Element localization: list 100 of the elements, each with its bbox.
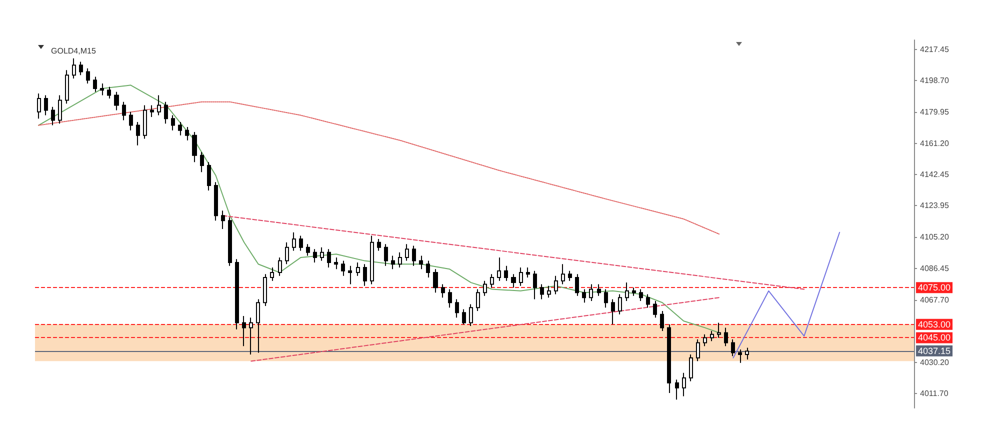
candlestick (249, 317, 253, 355)
candlestick (37, 93, 41, 120)
y-tick-label: 4086.45 (920, 264, 950, 273)
candlestick (207, 162, 211, 192)
candlestick (214, 182, 218, 222)
candlestick (568, 270, 572, 282)
candlestick (363, 264, 367, 286)
candlestick (270, 266, 274, 282)
candlestick (86, 68, 90, 84)
y-tick-label: 4011.70 (920, 388, 949, 398)
candlestick (504, 265, 508, 282)
candlestick (511, 274, 516, 288)
candlestick (320, 246, 324, 262)
candlestick (263, 274, 267, 306)
candlestick (455, 298, 459, 318)
candlestick (157, 94, 161, 116)
candlestick (731, 338, 735, 357)
candlestick (490, 274, 494, 288)
candlestick (313, 248, 317, 263)
candlestick (497, 256, 501, 282)
candlestick (299, 235, 303, 252)
candlestick (292, 232, 296, 252)
candlestick (561, 264, 565, 285)
candlestick (129, 111, 133, 131)
candlestick (370, 235, 374, 285)
candlestick (582, 288, 586, 304)
candlestick (448, 288, 452, 308)
candlestick (738, 348, 742, 364)
candlestick (100, 82, 104, 96)
candlestick (122, 101, 126, 121)
candlestick (469, 304, 473, 327)
candlestick (589, 284, 593, 302)
candlestick (327, 248, 331, 268)
candlestick (745, 347, 749, 360)
candlestick (611, 298, 615, 325)
candlestick (348, 265, 352, 285)
y-tick-label: 4198.70 (920, 76, 950, 86)
candlestick (717, 322, 721, 338)
candlestick (653, 300, 657, 318)
text: GOLD4,M15 (51, 46, 96, 56)
candlestick (625, 282, 629, 302)
y-tick-label: 4123.95 (920, 201, 950, 210)
candlestick (93, 76, 97, 92)
candlestick (72, 58, 76, 79)
candlestick (285, 242, 289, 265)
ref-line-label: 4037.15 (918, 346, 951, 356)
candlestick (185, 126, 189, 141)
line-series (38, 84, 720, 334)
candlestick (334, 256, 338, 270)
candlestick (533, 270, 537, 300)
candlestick (114, 91, 119, 111)
candlestick (51, 106, 55, 126)
candlestick (221, 210, 225, 230)
ref-line-label: 4075.00 (918, 282, 951, 293)
candlestick (526, 266, 530, 278)
candlestick (483, 280, 487, 296)
line-series (732, 232, 840, 358)
candlestick (405, 244, 409, 262)
candlestick (412, 245, 416, 266)
candlestick (682, 372, 686, 397)
candlestick (278, 256, 282, 276)
candlestick (44, 94, 48, 116)
candlestick (384, 244, 388, 266)
candlestick (178, 121, 182, 136)
candlestick (696, 338, 700, 362)
candlestick (136, 121, 140, 146)
candlestick (689, 354, 693, 382)
y-tick-label: 4105.20 (920, 232, 950, 242)
candlestick (519, 266, 523, 286)
y-tick-label: 4067.70 (920, 295, 950, 304)
candlestick (433, 268, 438, 294)
candlestick (547, 285, 551, 298)
candlestick (107, 86, 111, 100)
y-tick-label: 4030.20 (920, 358, 950, 367)
candlestick (164, 101, 168, 124)
candlestick (554, 275, 558, 295)
y-tick-label: 4217.45 (920, 44, 950, 54)
candlestick (660, 310, 664, 332)
candlestick (632, 287, 636, 296)
candlestick (171, 114, 175, 131)
candlestick (604, 288, 608, 308)
candlestick (597, 284, 601, 296)
candlestick (242, 316, 246, 347)
candlestick (306, 244, 310, 256)
ref-line-label: 4045.00 (918, 332, 951, 343)
candlestick (419, 255, 423, 270)
candlestick (476, 288, 480, 312)
candlestick (200, 152, 204, 173)
candlestick (391, 255, 395, 270)
candlestick (398, 252, 402, 268)
candlestick (65, 70, 69, 104)
ref-line-label: 4053.00 (918, 319, 951, 330)
candlestick (724, 327, 728, 347)
candlestick (256, 298, 260, 354)
candlestick (228, 216, 232, 266)
y-tick-label: 4179.95 (920, 108, 950, 117)
candlestick (540, 284, 544, 300)
candlestick (58, 94, 62, 124)
y-tick-label: 4161.20 (920, 138, 950, 148)
y-tick-label: 4142.45 (920, 170, 950, 180)
